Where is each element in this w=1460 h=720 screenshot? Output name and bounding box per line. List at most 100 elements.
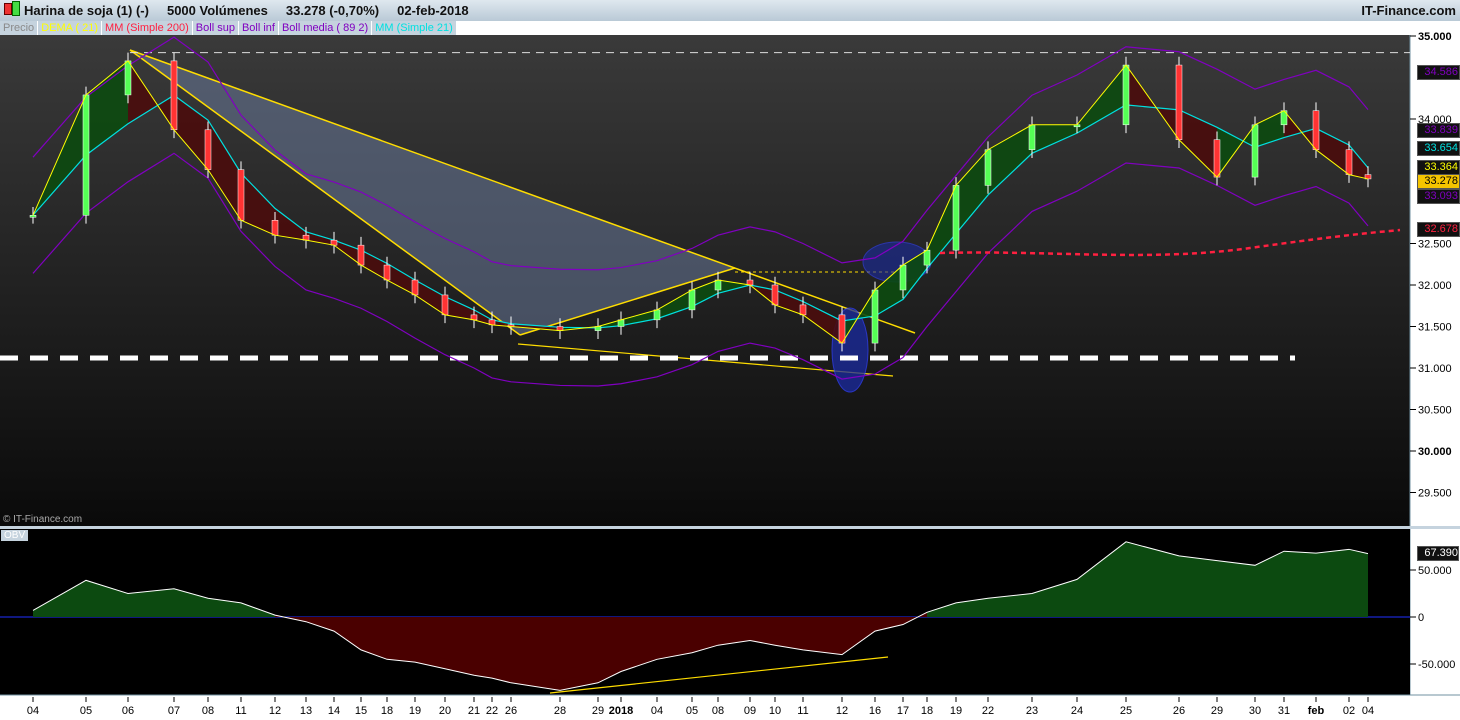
indicator-legend: Precio DEMA ( 21) MM (Simple 200) Boll sup B…: [0, 21, 457, 35]
candle: [1213, 139, 1221, 178]
obv-fill: [750, 617, 775, 646]
x-tick-label: feb: [1308, 705, 1325, 717]
obv-fill: [988, 593, 1032, 617]
trendline-rise[interactable]: [519, 267, 736, 336]
ma-fill: [988, 124, 1032, 196]
obv-fill: [306, 617, 334, 632]
watermark: © IT-Finance.com: [3, 514, 83, 525]
x-tick-label: 29: [1211, 705, 1223, 717]
x-tick-label: 2018: [609, 705, 633, 717]
ma-fill: [1316, 128, 1349, 175]
x-tick-label: 22: [982, 705, 994, 717]
x-tick-label: 11: [797, 705, 808, 717]
panel-divider[interactable]: [0, 526, 1460, 529]
y-tick-label: 32.000: [1418, 280, 1452, 292]
trendline-left[interactable]: [129, 49, 521, 336]
obv-tick-label: 50.000: [1418, 565, 1452, 577]
legend-item[interactable]: Boll media ( 89 2): [278, 21, 373, 35]
x-tick-label: 14: [328, 705, 340, 717]
x-axis-area: [0, 695, 1460, 720]
candle: [237, 169, 245, 221]
y-tick-label: 31.500: [1418, 322, 1452, 334]
price-label: 33.364: [1417, 160, 1460, 175]
candle: [871, 289, 879, 344]
x-tick-label: 19: [409, 705, 421, 717]
obv-line: [32, 541, 1369, 691]
x-tick-label: 21: [468, 705, 480, 717]
candle: [899, 264, 907, 291]
x-tick-label: 05: [80, 705, 92, 717]
x-tick-label: 29: [592, 705, 604, 717]
x-tick-label: 19: [950, 705, 962, 717]
x-tick-label: 10: [769, 705, 781, 717]
ma-fill: [275, 208, 306, 241]
obv-fill: [1126, 541, 1179, 617]
ma-fill: [718, 280, 750, 294]
y-tick-label: 35.000: [1418, 31, 1452, 43]
legend-item[interactable]: Precio: [0, 21, 39, 35]
x-tick-label: 20: [439, 705, 451, 717]
ma-fill: [334, 240, 361, 266]
y-tick-label: 31.000: [1418, 363, 1452, 375]
obv-fill: [1284, 551, 1316, 617]
legend-item[interactable]: MM (Simple 21): [372, 21, 457, 35]
instrument-title: Harina de soja (1) (-): [24, 3, 149, 18]
y-tick-label: 30.500: [1418, 405, 1452, 417]
triangle-drawing[interactable]: [130, 50, 735, 335]
obv-fill: [1316, 549, 1349, 617]
candle: [170, 60, 178, 131]
x-tick-label: 17: [897, 705, 909, 717]
legend-item[interactable]: MM (Simple 200): [102, 21, 193, 35]
obv-fill: [33, 580, 86, 617]
ma-fill: [361, 250, 387, 281]
legend-item[interactable]: Boll inf: [238, 21, 279, 35]
last-price: 33.278 (-0,70%): [285, 3, 380, 18]
obv-fill: [445, 617, 474, 676]
ma-fill: [775, 289, 803, 315]
x-tick-label: 28: [554, 705, 566, 717]
obv-fill: [334, 617, 361, 650]
obv-fill: [842, 617, 875, 655]
ma-fill: [445, 296, 474, 320]
candle: [124, 60, 132, 96]
ma-fill: [803, 301, 842, 344]
ma-fill: [174, 95, 208, 170]
ma-fill: [1349, 145, 1368, 179]
obv-fill: [1032, 579, 1077, 617]
candle: [1028, 124, 1036, 150]
price-label: 33.654: [1417, 141, 1460, 156]
obv-fill: [927, 602, 956, 617]
legend-item[interactable]: Boll sup: [192, 21, 239, 35]
candle: [799, 304, 807, 316]
candle: [271, 220, 279, 236]
candle: [1251, 124, 1259, 178]
candle: [1175, 64, 1183, 140]
candle: [411, 279, 419, 296]
obv-trendline[interactable]: [549, 656, 889, 694]
price-label: 33.093: [1417, 189, 1460, 204]
ma-fill: [306, 231, 334, 246]
x-tick-label: 26: [1173, 705, 1185, 717]
obv-fill: [415, 617, 445, 669]
trendline-upper[interactable]: [129, 49, 916, 334]
obv-fill: [903, 612, 927, 625]
obv-last-label: 67.390: [1417, 546, 1459, 561]
obv-fill: [1349, 549, 1368, 617]
ma-fill: [927, 185, 956, 269]
obv-label: OBV: [1, 530, 29, 541]
x-tick-label: 02: [1343, 705, 1355, 717]
ma-fill: [1179, 109, 1217, 178]
y-tick-label: 29.500: [1418, 488, 1452, 500]
y-tick-label: 32.500: [1418, 239, 1452, 251]
obv-fill: [775, 617, 803, 650]
plot-layer: 04 05 06 07 08 11 12 13 14 15 18 19 20 21 22 26 28 29 2018…: [0, 31, 1455, 717]
candle: [82, 94, 90, 216]
legend-item[interactable]: DEMA ( 21): [38, 21, 103, 35]
x-tick-label: 06: [122, 705, 134, 717]
ma-fill: [387, 263, 415, 295]
last-date: 02-feb-2018: [397, 3, 469, 18]
obv-fill: [1217, 560, 1255, 617]
x-tick-label: 09: [744, 705, 756, 717]
